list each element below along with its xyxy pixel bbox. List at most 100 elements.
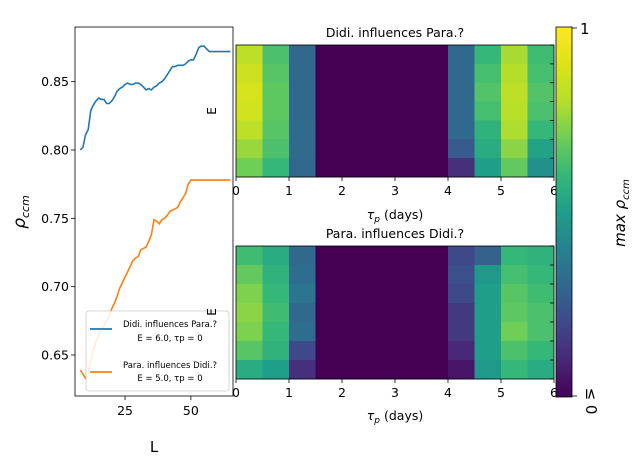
heatmap-cell: [501, 139, 528, 159]
colorbar-label-max: 1: [580, 20, 590, 38]
heatmap-cell: [289, 82, 316, 102]
heatmap-cell: [474, 63, 502, 84]
heatmap-cell: [262, 303, 290, 323]
heatmap-cell: [395, 303, 422, 323]
heatmap-cell: [289, 139, 316, 159]
heatmap-cell: [527, 101, 555, 121]
heatmap-cell: [527, 158, 555, 178]
heatmap-cell: [527, 63, 555, 84]
heatmap-cell: [421, 63, 449, 84]
heatmap-cell: [474, 45, 502, 65]
heatmap-cell: [501, 246, 528, 266]
heatmap-cell: [289, 63, 316, 84]
heatmap-cell: [395, 265, 422, 285]
heatmap-cell: [501, 158, 528, 178]
heatmap-cell: [342, 246, 369, 266]
heatmap-bottom-title: Para. influences Didi.?: [326, 226, 464, 241]
heatmap-cell: [421, 341, 449, 361]
heatmap-cell: [448, 303, 475, 323]
heatmap-cell: [448, 265, 475, 285]
heatmap-cell: [315, 63, 343, 84]
heatmap-cell: [395, 120, 422, 140]
heatmap-cell: [421, 265, 449, 285]
colorbar-label-min: ≤ 0: [582, 388, 600, 415]
heatmap-cell: [448, 45, 475, 65]
line-x-tick-label: 50: [183, 403, 199, 418]
heatmap-cell: [342, 341, 369, 361]
heatmap-cell: [289, 101, 316, 121]
heatmap-cell: [368, 139, 396, 159]
heatmap-cell: [474, 303, 502, 323]
heatmap-cell: [421, 303, 449, 323]
heatmap-cell: [236, 139, 263, 159]
heatmap-cell: [421, 284, 449, 304]
heatmap-cell: [527, 284, 555, 304]
heatmap-cell: [501, 341, 528, 361]
heatmap-cell: [315, 322, 343, 342]
heatmap-cell: [474, 120, 502, 140]
heatmap-top-y-label: E: [205, 107, 219, 115]
heatmap-cell: [315, 82, 343, 102]
line-x-ticks: 25 50: [117, 396, 199, 418]
heatmap-cell: [501, 360, 528, 380]
heatmap-cell: [474, 341, 502, 361]
heatmap-x-tick-label: 4: [444, 183, 452, 198]
line-x-axis-label: L: [150, 438, 159, 456]
heatmap-top-title: Didi. influences Para.?: [326, 25, 464, 40]
heatmap-cell: [289, 265, 316, 285]
heatmap-x-tick-label: 2: [338, 385, 346, 400]
heatmap-cell: [501, 265, 528, 285]
heatmap-cell: [395, 139, 422, 159]
heatmap-cell: [289, 360, 316, 380]
heatmap-top-x-ticks: 0 1 2 3 4 5 6: [232, 44, 558, 198]
heatmap-cell: [421, 101, 449, 121]
line-y-tick-label: 0.70: [41, 279, 69, 294]
heatmap-cell: [262, 120, 290, 140]
heatmap-cell: [262, 246, 290, 266]
heatmap-cell: [262, 139, 290, 159]
line-chart: 0.65 0.70 0.75 0.80 0.85 25 50 L ρccm Didi. i…: [10, 26, 234, 456]
heatmap-bottom-x-ticks: 0 1 2 3 4 5 6: [232, 245, 558, 400]
heatmap-cell: [342, 265, 369, 285]
heatmap-cell: [474, 360, 502, 380]
heatmap-cell: [262, 158, 290, 178]
heatmap-cell: [368, 45, 396, 65]
heatmap-cell: [315, 341, 343, 361]
line-y-ticks: 0.65 0.70 0.75 0.80 0.85: [41, 74, 75, 363]
line-plot-frame: [74, 26, 234, 397]
heatmap-cell: [342, 45, 369, 65]
line-x-tick-label: 25: [117, 403, 133, 418]
heatmap-cell: [368, 120, 396, 140]
heatmap-cell: [342, 63, 369, 84]
legend-sublabel-para: E = 5.0, τp = 0: [137, 374, 202, 384]
heatmap-x-tick-label: 3: [391, 385, 399, 400]
heatmap-cell: [315, 303, 343, 323]
heatmap-cell: [236, 246, 263, 266]
line-y-tick-label: 0.75: [41, 211, 69, 226]
heatmap-cell: [315, 265, 343, 285]
heatmap-cell: [236, 303, 263, 323]
heatmap-x-tick-label: 0: [232, 385, 240, 400]
line-y-tick-label: 0.65: [41, 348, 69, 363]
heatmap-x-tick-label: 5: [497, 385, 505, 400]
heatmap-cell: [474, 322, 502, 342]
heatmap-cell: [236, 101, 263, 121]
colorbar-axis-label: max ρccm: [611, 179, 632, 247]
heatmap-cell: [421, 45, 449, 65]
heatmap-cell: [262, 322, 290, 342]
heatmap-cell: [474, 158, 502, 178]
heatmap-cell: [368, 303, 396, 323]
heatmap-cell: [448, 158, 475, 178]
heatmap-cell: [527, 246, 555, 266]
heatmap-cell: [262, 82, 290, 102]
heatmap-cell: [501, 322, 528, 342]
heatmap-cell: [342, 360, 369, 380]
heatmap-cell: [474, 82, 502, 102]
heatmap-cell: [395, 322, 422, 342]
heatmap-cell: [262, 265, 290, 285]
heatmap-cell: [342, 158, 369, 178]
heatmap-cell: [421, 360, 449, 380]
heatmap-cell: [342, 322, 369, 342]
heatmap-cell: [236, 284, 263, 304]
